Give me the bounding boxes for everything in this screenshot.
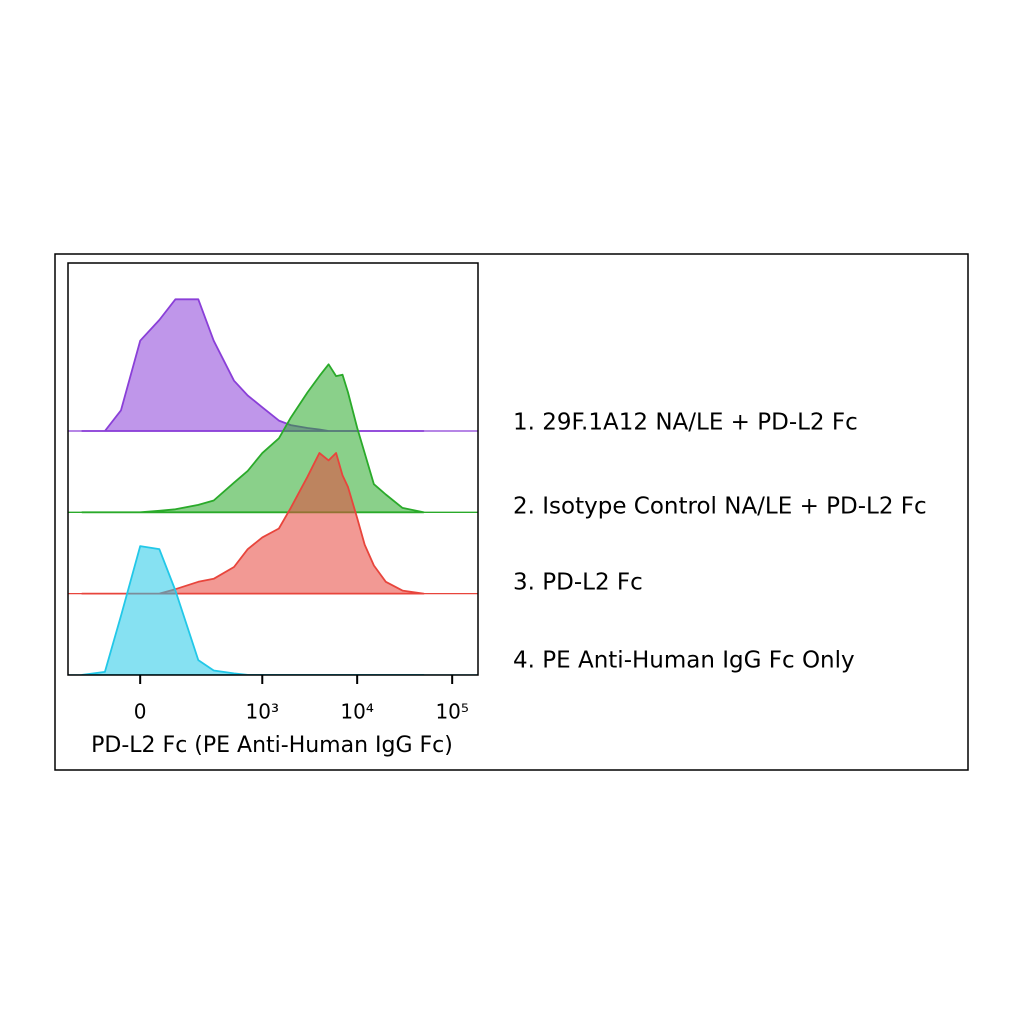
legend-label: 2. Isotype Control NA/LE + PD-L2 Fc — [513, 494, 927, 520]
plot-frame — [67, 262, 479, 676]
legend-label: 3. PD-L2 Fc — [513, 570, 643, 596]
x-tick-label: 10³ — [246, 700, 279, 724]
x-axis-label: PD-L2 Fc (PE Anti-Human IgG Fc) — [91, 733, 453, 758]
x-tick-label: 0 — [134, 700, 147, 724]
x-tick-label: 10⁵ — [435, 700, 468, 724]
legend-label: 4. PE Anti-Human IgG Fc Only — [513, 648, 855, 674]
legend: 1. 29F.1A12 NA/LE + PD-L2 Fc 2. Isotype C… — [513, 410, 927, 674]
x-axis: 0 10³ 10⁴ 10⁵ — [134, 675, 469, 724]
legend-label: 1. 29F.1A12 NA/LE + PD-L2 Fc — [513, 410, 858, 436]
x-tick-label: 10⁴ — [340, 700, 373, 724]
